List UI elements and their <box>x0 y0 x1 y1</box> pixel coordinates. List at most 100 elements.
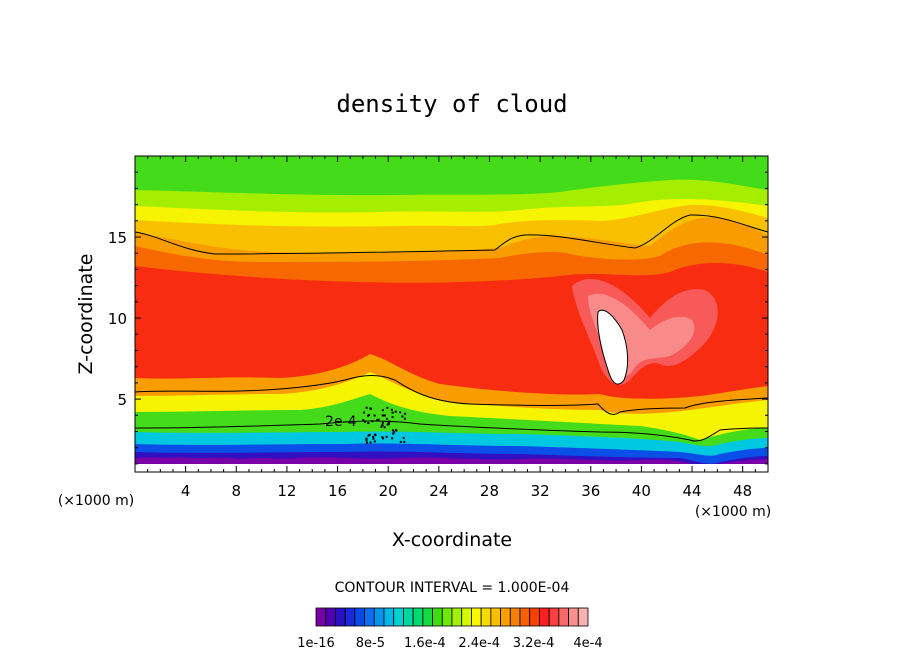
noise-dot <box>365 406 368 409</box>
noise-dots <box>362 406 407 444</box>
noise-dot <box>386 423 389 426</box>
noise-dot <box>387 421 390 424</box>
chart-title: density of cloud <box>336 90 567 118</box>
noise-dot <box>367 421 370 424</box>
x-tick-label: 36 <box>581 482 600 500</box>
colorbar-swatch <box>519 607 531 627</box>
colorbar-swatch <box>412 607 424 627</box>
colorbar-swatch <box>568 607 579 627</box>
noise-dot <box>391 429 394 432</box>
contour-fills <box>135 156 768 472</box>
noise-dot <box>386 417 389 420</box>
colorbar-swatch <box>500 607 511 627</box>
noise-dot <box>391 416 394 419</box>
colorbar-swatch <box>403 607 414 627</box>
colorbar-swatch <box>373 607 385 627</box>
colorbar-swatch <box>529 607 540 627</box>
colorbar-swatch <box>393 607 404 627</box>
noise-dot <box>394 410 397 413</box>
noise-dot <box>403 440 406 443</box>
colorbar-swatch <box>383 607 395 627</box>
noise-dot <box>391 437 394 440</box>
noise-dot <box>386 406 389 409</box>
colorbar-label: 1.6e-4 <box>404 636 446 651</box>
noise-dot <box>393 431 396 434</box>
x-tick-label: 28 <box>480 482 499 500</box>
colorbar-label: 4e-4 <box>573 636 602 651</box>
noise-dot <box>365 439 368 442</box>
colorbar-swatch <box>577 607 589 627</box>
noise-dot <box>377 418 380 421</box>
noise-dot <box>391 411 394 414</box>
noise-dot <box>363 411 366 414</box>
noise-dot <box>381 436 384 439</box>
noise-dot <box>394 429 397 432</box>
noise-dot <box>401 415 404 418</box>
x-tick-label: 44 <box>682 482 701 500</box>
noise-dot <box>369 407 372 410</box>
noise-dot <box>381 414 384 417</box>
noise-dot <box>373 440 376 443</box>
noise-dot <box>382 414 385 417</box>
colorbar-swatch <box>422 607 433 627</box>
x-tick-label: 8 <box>232 482 242 500</box>
contour-line-mid <box>135 375 768 415</box>
noise-dot <box>385 435 388 438</box>
noise-dot <box>381 421 384 424</box>
noise-dot <box>383 426 386 429</box>
colorbar-swatch <box>432 607 443 627</box>
colorbar-label: 1e-16 <box>297 636 335 651</box>
noise-dot <box>388 420 391 423</box>
noise-dot <box>404 417 407 420</box>
noise-dot <box>373 414 376 417</box>
colorbar-swatch <box>354 607 365 627</box>
colorbar-swatch <box>480 607 492 627</box>
y-tick-label: 5 <box>117 391 127 409</box>
y-tick-label: 10 <box>108 310 127 328</box>
colorbar-swatch <box>344 607 356 627</box>
contour-line-upper <box>135 214 768 255</box>
colorbar-swatch <box>315 607 327 627</box>
colorbar-label: 8e-5 <box>356 636 385 651</box>
colorbar-swatch <box>325 607 336 627</box>
x-tick-label: 12 <box>277 482 296 500</box>
colorbar-label: 2.4e-4 <box>458 636 500 651</box>
fill-bottom-white <box>135 464 768 472</box>
x-tick-label: 24 <box>429 482 448 500</box>
x-tick-label: 40 <box>632 482 651 500</box>
noise-dot <box>402 436 405 439</box>
colorbar-swatch <box>471 607 482 627</box>
noise-dot <box>399 440 402 443</box>
noise-dot <box>373 433 376 436</box>
x-axis-ticks: 4 8 12 16 20 24 28 32 36 40 44 48 <box>147 156 756 500</box>
colorbar-swatch <box>461 607 472 627</box>
fill-white-max <box>597 309 629 385</box>
y-tick-label: 15 <box>108 229 127 247</box>
noise-dot <box>381 423 384 426</box>
x-tick-label: 4 <box>181 482 191 500</box>
noise-dot <box>387 422 390 425</box>
x-unit-right: (×1000 m) <box>695 504 771 520</box>
y-axis-ticks: 5 10 15 <box>108 171 768 465</box>
noise-dot <box>371 420 374 423</box>
x-tick-label: 32 <box>531 482 550 500</box>
colorbar <box>315 607 589 627</box>
noise-dot <box>404 412 407 415</box>
noise-dot <box>383 414 386 417</box>
noise-dot <box>390 408 393 411</box>
x-tick-label: 48 <box>733 482 752 500</box>
x-tick-label: 20 <box>379 482 398 500</box>
noise-dot <box>369 441 372 444</box>
colorbar-label: 3.2e-4 <box>513 636 555 651</box>
colorbar-swatch <box>441 607 453 627</box>
x-tick-label: 16 <box>328 482 347 500</box>
colorbar-swatch <box>539 607 550 627</box>
y-axis-label: Z-coordinate <box>75 254 97 375</box>
noise-dot <box>368 433 371 436</box>
contour-line-lower <box>135 420 768 442</box>
noise-dot <box>399 411 402 414</box>
x-unit-left: (×1000 m) <box>58 493 134 509</box>
contour-interval: CONTOUR INTERVAL = 1.000E-04 <box>335 580 570 596</box>
x-axis-label: X-coordinate <box>392 529 512 551</box>
